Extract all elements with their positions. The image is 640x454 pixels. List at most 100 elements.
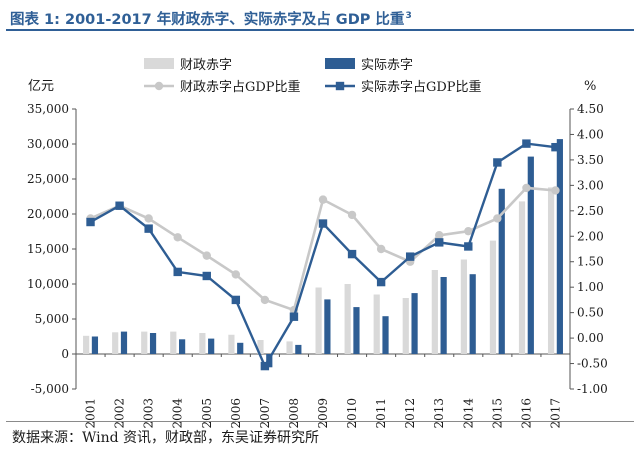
x-axis-tick-label: 2009 — [316, 398, 330, 429]
point-实际赤字占GDP比重 — [435, 238, 444, 247]
right-axis-tick-label: 1.00 — [577, 280, 604, 294]
x-axis-tick-label: 2017 — [548, 398, 562, 429]
left-axis-tick-label: 20,000 — [27, 207, 69, 221]
bar-财政赤字 — [344, 284, 351, 354]
legend-label: 财政赤字 — [180, 58, 232, 73]
bar-财政赤字 — [257, 340, 264, 354]
point-实际赤字占GDP比重 — [289, 312, 299, 321]
point-实际赤字占GDP比重 — [464, 242, 473, 251]
point-实际赤字占GDP比重 — [202, 271, 211, 281]
point-实际赤字占GDP比重 — [231, 295, 241, 305]
x-axis-tick-label: 2015 — [490, 398, 504, 429]
point-财政赤字占GDP比重 — [231, 270, 241, 279]
line-实际赤字占GDP比重 — [89, 142, 556, 369]
left-axis-tick-label: 30,000 — [27, 137, 69, 151]
x-axis-tick-label: 2010 — [345, 398, 359, 429]
bar-财政赤字 — [402, 298, 409, 354]
left-axis-tick-label: 35,000 — [27, 102, 69, 116]
figure-title-footnote: 3 — [405, 11, 412, 21]
bar-实际赤字 — [556, 139, 563, 354]
x-axis-tick-label: 2012 — [403, 398, 417, 429]
bar-实际赤字 — [498, 188, 505, 354]
left-axis-tick-label: 0 — [61, 347, 69, 361]
axis-lines — [72, 108, 574, 390]
x-axis-tick-label: 2002 — [113, 398, 127, 429]
point-财政赤字占GDP比重 — [435, 231, 444, 240]
bar-实际赤字 — [353, 307, 360, 354]
right-axis-label: % — [584, 79, 596, 94]
figure-source: 数据来源：Wind 资讯，财政部，东吴证券研究所 — [12, 430, 320, 446]
left-axis-tick-label: 5,000 — [35, 312, 69, 326]
right-axis-tick-label: 0.00 — [577, 331, 604, 345]
bar-实际赤字 — [527, 156, 534, 354]
bar-财政赤字 — [315, 287, 322, 354]
point-实际赤字占GDP比重 — [173, 267, 182, 277]
bar-财政赤字 — [373, 294, 380, 354]
legend-label: 实际赤字占GDP比重 — [361, 79, 482, 95]
bar-实际赤字 — [324, 299, 331, 354]
left-axis-tick-label: 25,000 — [27, 172, 69, 186]
right-axis-tick-label: 1.50 — [577, 255, 604, 269]
x-axis-tick-label: 2016 — [519, 398, 533, 429]
bar-实际赤字 — [411, 293, 418, 354]
bar-财政赤字 — [112, 332, 119, 354]
point-实际赤字占GDP比重 — [493, 158, 502, 167]
right-axis-tick-label: 2.00 — [577, 229, 604, 243]
point-财政赤字占GDP比重 — [260, 295, 270, 305]
right-axis-tick-label: 0.50 — [577, 306, 604, 320]
x-axis-tick-label: 2011 — [374, 398, 388, 429]
bar-实际赤字 — [91, 336, 99, 354]
bar-财政赤字 — [141, 331, 148, 354]
point-财政赤字占GDP比重 — [144, 214, 153, 223]
legend-label: 实际赤字 — [361, 58, 413, 73]
bar-财政赤字 — [547, 187, 555, 354]
left-axis-label: 亿元 — [28, 79, 54, 94]
x-axis-tick-label: 2001 — [84, 398, 98, 429]
bar-实际赤字 — [179, 339, 186, 354]
bar-实际赤字 — [149, 333, 157, 354]
figure-title-text: 图表 1: 2001-2017 年财政赤字、实际赤字及占 GDP 比重 — [10, 12, 405, 28]
point-财政赤字占GDP比重 — [551, 186, 560, 195]
bar-实际赤字 — [237, 342, 244, 354]
figure-title: 图表 1: 2001-2017 年财政赤字、实际赤字及占 GDP 比重3 — [10, 3, 630, 29]
bar-实际赤字 — [469, 274, 476, 354]
point-实际赤字占GDP比重 — [260, 361, 270, 371]
right-axis-tick-label: 2.50 — [577, 204, 604, 218]
point-实际赤字占GDP比重 — [86, 217, 95, 227]
x-axis-tick-label: 2004 — [171, 398, 185, 429]
legend-swatch — [144, 58, 174, 69]
bar-实际赤字 — [382, 316, 389, 354]
point-财政赤字占GDP比重 — [493, 214, 502, 223]
bar-series-layer — [83, 139, 563, 368]
bar-财政赤字 — [460, 259, 467, 354]
point-实际赤字占GDP比重 — [376, 277, 386, 287]
bar-财政赤字 — [199, 333, 206, 354]
bar-实际赤字 — [120, 331, 128, 354]
right-axis-tick-label: 4.50 — [577, 102, 604, 116]
legend-marker — [154, 81, 164, 91]
bar-实际赤字 — [295, 344, 302, 354]
legend-swatch — [325, 58, 355, 69]
x-axis-tick-label: 2007 — [258, 398, 272, 429]
point-实际赤字占GDP比重 — [144, 224, 153, 233]
bar-财政赤字 — [489, 240, 497, 354]
point-财政赤字占GDP比重 — [202, 251, 211, 260]
bar-财政赤字 — [228, 334, 235, 354]
point-财政赤字占GDP比重 — [522, 183, 531, 193]
right-axis-tick-label: 3.00 — [577, 178, 604, 192]
legend-label: 财政赤字占GDP比重 — [180, 79, 301, 95]
point-实际赤字占GDP比重 — [318, 219, 328, 228]
point-财政赤字占GDP比重 — [464, 226, 473, 236]
title-divider — [6, 29, 634, 31]
bar-财政赤字 — [518, 201, 526, 354]
left-axis-tick-label: 10,000 — [27, 277, 69, 291]
legend-marker — [335, 81, 345, 91]
right-axis-tick-label: 3.50 — [577, 153, 604, 167]
right-axis-tick-label: 4.00 — [577, 127, 604, 141]
x-axis-tick-label: 2008 — [287, 398, 301, 429]
bar-财政赤字 — [170, 331, 177, 354]
bar-财政赤字 — [431, 270, 438, 354]
bar-实际赤字 — [208, 338, 215, 354]
